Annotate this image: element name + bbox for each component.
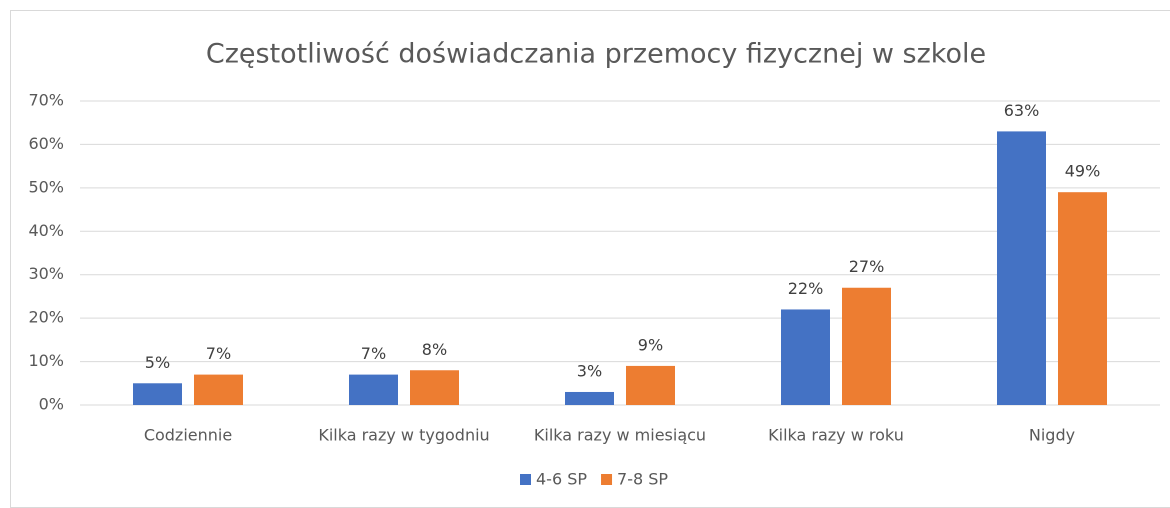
data-label: 3% bbox=[577, 361, 602, 380]
chart-border bbox=[10, 10, 1170, 508]
legend-swatch bbox=[520, 474, 531, 485]
bar bbox=[1058, 192, 1107, 405]
y-tick-label: 10% bbox=[28, 351, 64, 370]
data-label: 22% bbox=[788, 279, 824, 298]
bar bbox=[410, 370, 459, 405]
x-tick-label: Kilka razy w roku bbox=[768, 426, 904, 445]
y-tick-label: 30% bbox=[28, 264, 64, 283]
bar bbox=[626, 365, 675, 405]
bar bbox=[565, 391, 614, 405]
data-label: 27% bbox=[849, 257, 885, 276]
chart-title: Częstotliwość doświadczania przemocy fiz… bbox=[206, 39, 986, 70]
bar bbox=[842, 287, 891, 405]
bar bbox=[997, 131, 1046, 405]
data-label: 5% bbox=[145, 353, 170, 372]
x-tick-label: Codziennie bbox=[144, 426, 232, 445]
data-label: 49% bbox=[1065, 162, 1101, 181]
data-label: 7% bbox=[206, 344, 231, 363]
y-tick-label: 60% bbox=[28, 134, 64, 153]
x-tick-label: Kilka razy w miesiącu bbox=[534, 426, 706, 445]
y-tick-label: 0% bbox=[39, 395, 64, 414]
legend-label: 4-6 SP bbox=[536, 470, 587, 489]
y-tick-label: 50% bbox=[28, 177, 64, 196]
data-label: 63% bbox=[1004, 101, 1040, 120]
bar bbox=[194, 374, 243, 405]
bar bbox=[781, 309, 830, 405]
data-label: 9% bbox=[638, 335, 663, 354]
bar bbox=[349, 374, 398, 405]
x-tick-label: Nigdy bbox=[1029, 426, 1075, 445]
legend-label: 7-8 SP bbox=[617, 470, 668, 489]
data-label: 7% bbox=[361, 344, 386, 363]
y-tick-label: 70% bbox=[28, 91, 64, 110]
bar bbox=[133, 383, 182, 405]
y-tick-label: 20% bbox=[28, 308, 64, 327]
legend-swatch bbox=[601, 474, 613, 485]
data-label: 8% bbox=[422, 340, 447, 359]
x-tick-label: Kilka razy w tygodniu bbox=[318, 426, 489, 445]
y-tick-label: 40% bbox=[28, 221, 64, 240]
